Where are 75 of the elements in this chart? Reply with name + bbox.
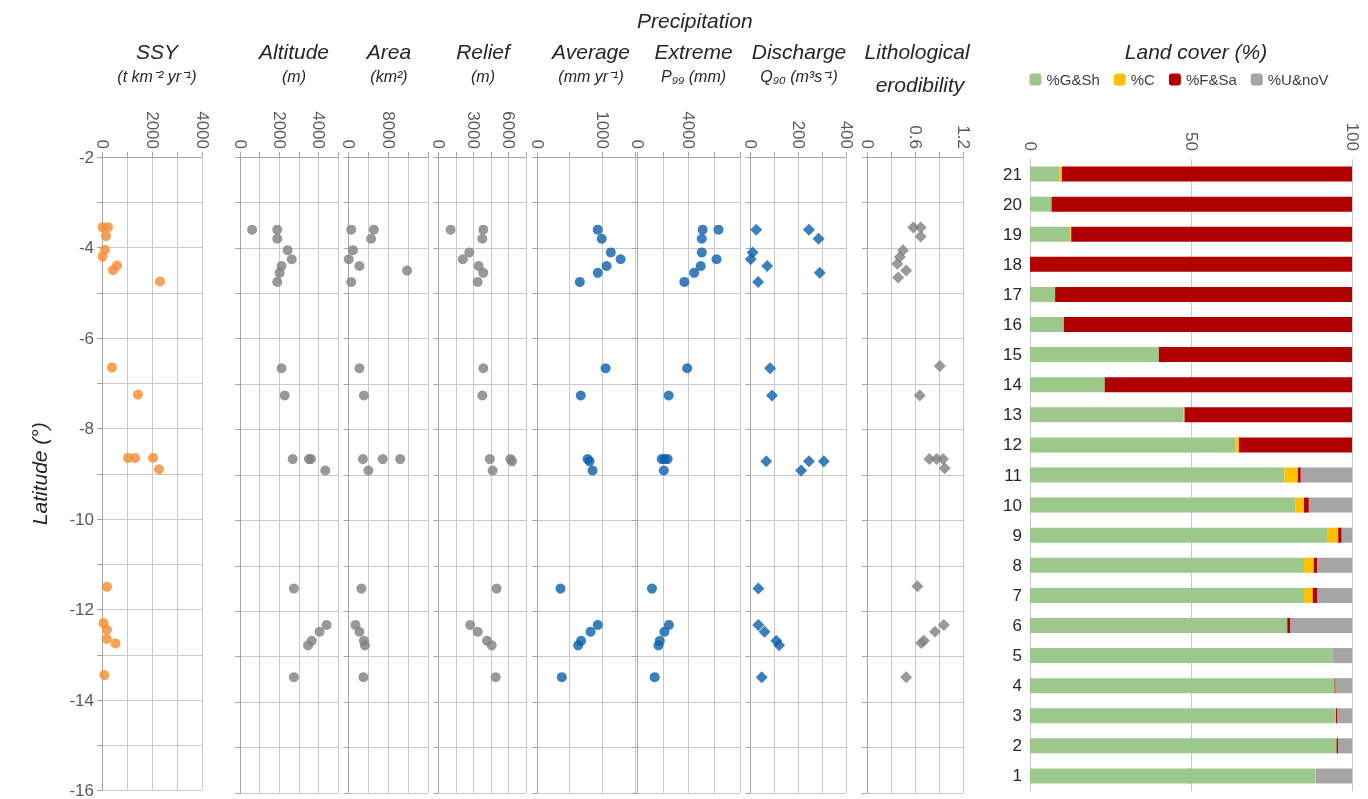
x-tick-label: 6000 [499, 111, 518, 149]
y-tick-label: 4 [1012, 676, 1022, 696]
x-tick-label: 4000 [192, 111, 212, 149]
chart-title: Extreme [654, 40, 733, 63]
y-tick-label: 1 [1012, 766, 1022, 786]
y-tick-label: -10 [69, 509, 94, 529]
y-tick-label: -14 [69, 690, 94, 710]
y-tick-label: -6 [78, 328, 94, 348]
chart-subtitle: (m) [471, 67, 495, 85]
chart-title: SSY [135, 40, 180, 63]
y-tick-label: 9 [1012, 525, 1022, 545]
y-tick-label: -4 [78, 238, 94, 257]
y-tick-label: 21 [1003, 164, 1022, 184]
y-tick-label: -8 [78, 419, 94, 438]
legend-label: %F&Sa [1185, 71, 1238, 88]
y-tick-label: 14 [1003, 375, 1022, 395]
y-tick-label: 5 [1012, 646, 1022, 666]
x-tick-label: 0 [230, 139, 250, 149]
x-tick-label: 0 [1020, 141, 1040, 151]
chart-title: Altitude [256, 40, 330, 63]
chart-title: Area [364, 40, 412, 63]
chart-subtitle: (km²) [370, 67, 408, 85]
y-tick-label: 7 [1012, 585, 1022, 605]
x-tick-label: 0.6 [905, 125, 925, 149]
y-tick-label: 10 [1003, 495, 1022, 515]
text: Precipitation [637, 9, 753, 32]
y-axis-title: Latitude (°) [28, 422, 51, 526]
chart-title: Discharge [751, 40, 847, 63]
chart-title: Land cover (%) [1124, 40, 1268, 63]
y-tick-label: 15 [1003, 345, 1022, 365]
y-tick-label: 2 [1012, 736, 1022, 756]
x-tick-label: 0 [527, 139, 547, 149]
y-tick-label: 6 [1012, 615, 1022, 635]
x-tick-label: 400 [836, 120, 856, 149]
y-tick-label: -12 [69, 600, 94, 619]
x-tick-label: 4000 [308, 111, 328, 149]
y-tick-label: 3 [1012, 706, 1022, 726]
chart-subtitle: P₉₉ (mm) [660, 67, 727, 85]
y-tick-label: -2 [78, 147, 94, 167]
chart-title: Average [550, 40, 630, 63]
chart-subtitle: (m) [282, 67, 306, 85]
x-tick-label: 0 [429, 139, 448, 149]
x-tick-label: 100 [1342, 122, 1362, 151]
x-tick-label: 8000 [378, 111, 398, 149]
chart-title: Lithological erodibility [864, 40, 976, 96]
x-tick-label: 3000 [464, 111, 483, 149]
chart-subtitle: (mm yr⁻¹) [558, 67, 624, 85]
chart-subtitle: (t km⁻² yr⁻¹) [117, 67, 197, 85]
legend-label: %C [1130, 71, 1156, 88]
x-tick-label: 0 [741, 139, 760, 149]
y-tick-label: 13 [1003, 405, 1022, 425]
x-tick-label: 2000 [142, 111, 162, 149]
y-tick-label: 8 [1012, 555, 1022, 575]
x-tick-label: 0 [857, 139, 877, 149]
x-tick-label: 0 [92, 139, 112, 149]
x-tick-label: 0 [627, 139, 647, 149]
x-tick-label: 2000 [269, 111, 289, 149]
x-tick-label: 50 [1181, 132, 1201, 151]
x-tick-label: 200 [788, 120, 808, 149]
x-tick-label: 1.2 [953, 125, 973, 149]
x-tick-label: 1000 [592, 111, 612, 149]
legend-label: %G&Sh [1046, 71, 1100, 88]
y-tick-label: 11 [1004, 465, 1022, 485]
y-tick-label: 19 [1003, 224, 1022, 244]
y-tick-label: -16 [69, 781, 94, 799]
legend-label: %U&noV [1267, 71, 1329, 88]
x-tick-label: 4000 [679, 111, 698, 149]
y-tick-label: 18 [1003, 254, 1022, 274]
x-tick-label: 0 [339, 139, 358, 149]
y-tick-label: 17 [1003, 284, 1022, 304]
y-tick-label: 16 [1003, 315, 1022, 335]
y-tick-label: 20 [1003, 194, 1022, 214]
chart-title: Relief [456, 40, 512, 63]
chart-subtitle: Q₉₀ (m³s⁻¹) [760, 67, 838, 85]
y-tick-label: 12 [1003, 435, 1022, 455]
